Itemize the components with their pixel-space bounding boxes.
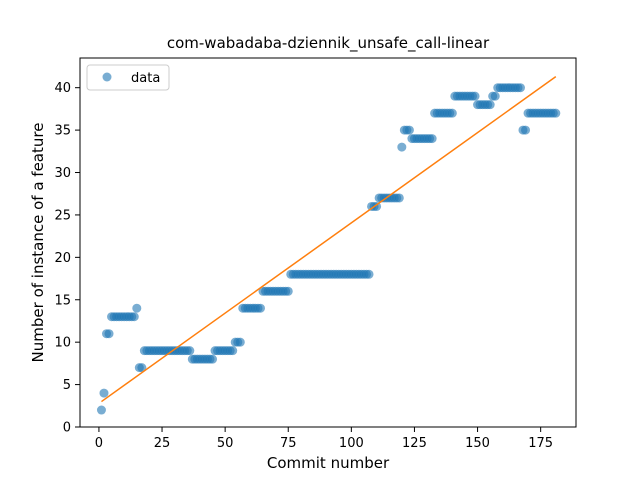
y-tick-label: 25 — [54, 208, 71, 223]
data-point — [208, 354, 218, 364]
data-point — [447, 108, 457, 118]
data-point — [397, 142, 407, 152]
y-tick-label: 0 — [63, 421, 71, 436]
legend-box — [86, 64, 170, 91]
x-tick-label: 100 — [339, 436, 364, 451]
x-tick-label: 75 — [280, 436, 297, 451]
y-tick-label: 20 — [54, 251, 71, 266]
data-point — [137, 363, 147, 373]
data-point — [99, 388, 109, 398]
x-tick-label: 125 — [402, 436, 427, 451]
axes-frame — [79, 57, 577, 428]
y-tick-label: 30 — [54, 166, 71, 181]
data-point — [490, 91, 500, 101]
x-tick-label: 0 — [95, 436, 103, 451]
data-point — [364, 269, 374, 279]
data-point — [132, 303, 142, 313]
fit-line — [101, 76, 557, 403]
data-point — [255, 303, 265, 313]
y-tick-label: 35 — [54, 124, 71, 139]
data-point — [394, 193, 404, 203]
data-point — [521, 125, 531, 135]
y-axis-label: Number of instance of a feature — [29, 123, 47, 363]
data-point — [515, 83, 525, 93]
data-point — [104, 329, 114, 339]
data-point — [372, 201, 382, 211]
y-tick-label: 40 — [54, 81, 71, 96]
x-tick-label: 150 — [465, 436, 490, 451]
data-point — [427, 134, 437, 144]
x-axis-label: Commit number — [267, 454, 390, 472]
y-tick-label: 5 — [63, 378, 71, 393]
data-point — [404, 125, 414, 135]
data-point — [96, 405, 106, 415]
x-tick-label: 25 — [154, 436, 171, 451]
data-point — [283, 286, 293, 296]
data-point — [551, 108, 561, 118]
y-tick-label: 15 — [54, 293, 71, 308]
data-point — [235, 337, 245, 347]
y-axis-ticks: 0 5 10 15 20 25 30 35 40 — [54, 81, 80, 436]
legend: data — [86, 64, 170, 91]
data-point — [470, 91, 480, 101]
data-point — [228, 346, 238, 356]
data-point — [185, 346, 195, 356]
x-tick-label: 50 — [217, 436, 234, 451]
chart-title: com-wabadaba-dziennik_unsafe_call-linear — [167, 34, 490, 53]
data-point — [485, 100, 495, 110]
legend-label-data: data — [131, 71, 160, 86]
y-tick-label: 10 — [54, 336, 71, 351]
x-tick-label: 175 — [528, 436, 553, 451]
legend-marker-data — [102, 72, 112, 82]
x-axis-ticks: 0 25 50 75 100 125 150 175 — [95, 427, 553, 451]
plot-area — [96, 76, 561, 415]
data-point — [129, 312, 139, 322]
